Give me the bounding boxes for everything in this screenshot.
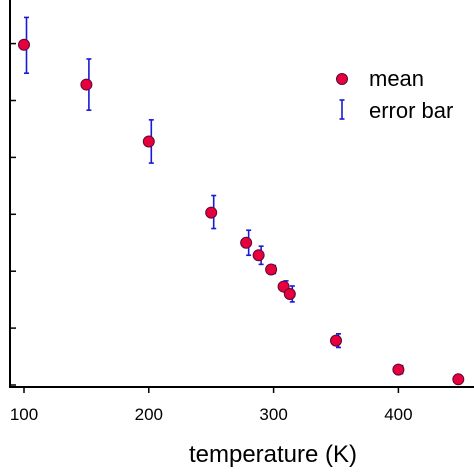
data-point-5: [252, 249, 265, 262]
data-point-1: [80, 78, 93, 91]
x-tick-label-2: 300: [259, 405, 287, 424]
legend: mean error bar: [336, 66, 453, 123]
legend-mean-label: mean: [369, 66, 424, 91]
data-point-0: [18, 38, 30, 51]
x-axis-title: temperature (K): [189, 441, 357, 468]
data-point-9: [330, 334, 342, 347]
data-point-4: [240, 236, 253, 249]
data-point-2: [142, 135, 155, 148]
data-point-3: [205, 206, 218, 219]
x-tick-label-3: 400: [384, 405, 412, 424]
data-point-6: [265, 263, 278, 276]
data-point-11: [452, 373, 465, 386]
y-axis-ticks: [10, 42, 16, 386]
x-tick-label-0: 100: [10, 405, 38, 424]
data-point-8: [283, 287, 296, 300]
legend-mean-marker: [336, 73, 348, 85]
x-axis-ticks: [23, 387, 400, 393]
data-point-10: [392, 363, 405, 376]
x-axis-tick-labels: 100 200 300 400: [10, 405, 413, 424]
legend-errorbar-marker: [339, 99, 345, 120]
plot-frame: [9, 0, 474, 388]
x-tick-label-1: 200: [135, 405, 163, 424]
legend-errorbar-label: error bar: [369, 98, 453, 123]
data-points: [18, 38, 465, 386]
